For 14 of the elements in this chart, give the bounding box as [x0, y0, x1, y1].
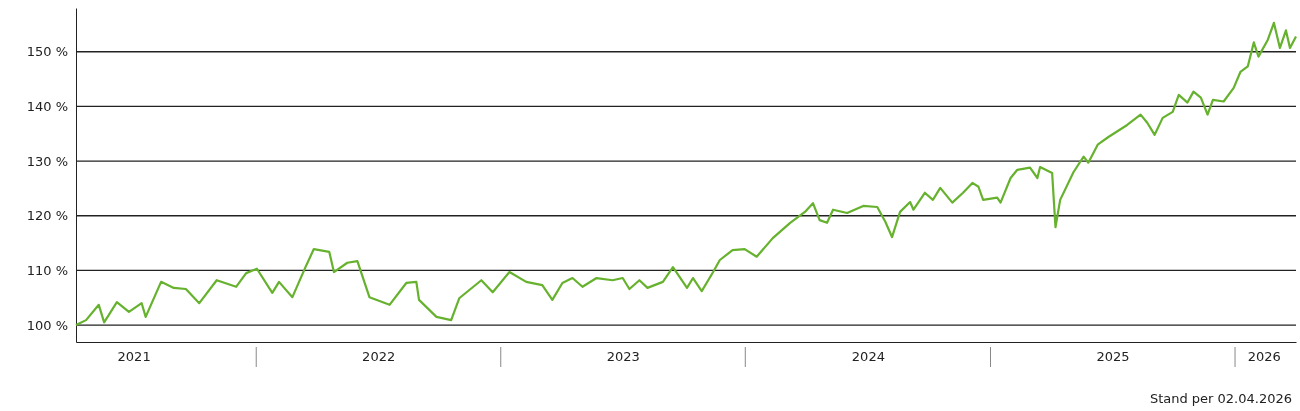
x-tick-label: 2023: [606, 349, 640, 365]
x-tick-label: 2024: [851, 349, 885, 365]
y-tick-label: 140 %: [26, 99, 68, 115]
line-series: [74, 21, 1298, 327]
x-tick-label: 2022: [362, 349, 396, 365]
y-tick-label: 120 %: [26, 208, 68, 224]
y-tick-label: 100 %: [26, 317, 68, 333]
y-tick-label: 150 %: [26, 44, 68, 60]
x-tick-label: 2026: [1247, 349, 1281, 365]
y-tick-label: 130 %: [26, 153, 68, 169]
x-tick-label: 2021: [117, 349, 151, 365]
x-tick-label: 2025: [1096, 349, 1130, 365]
text: Stand per 02.04.2026: [1149, 390, 1292, 406]
y-tick-label: 110 %: [26, 263, 68, 279]
